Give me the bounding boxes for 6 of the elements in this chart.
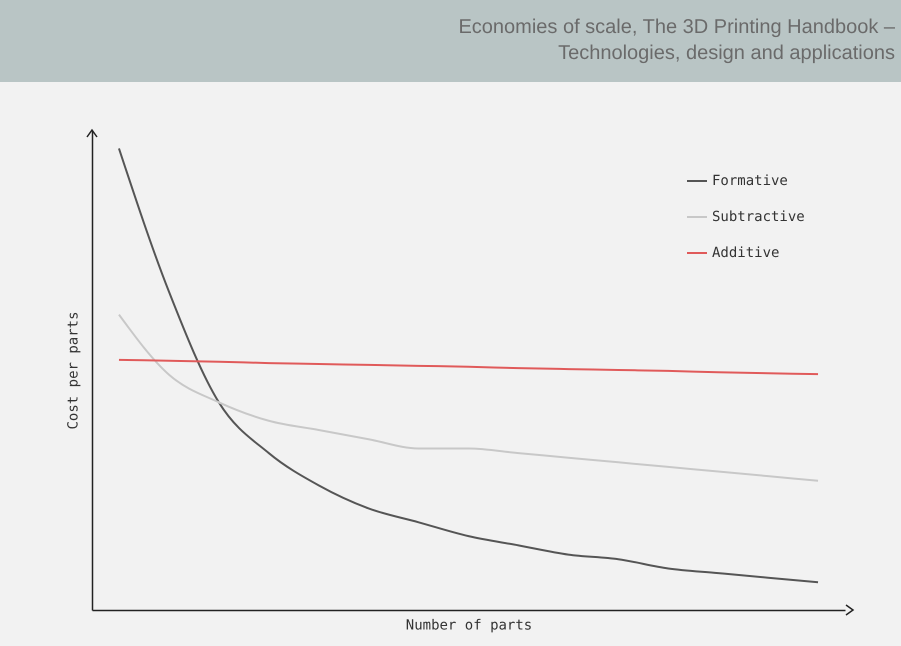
legend-label: Additive — [712, 245, 780, 261]
y-axis-title: Cost per parts — [66, 311, 82, 430]
x-axis-title: Number of parts — [406, 618, 532, 634]
chart-title: Economies of scale, The 3D Printing Handbook – Technologies, design and applications — [457, 15, 895, 66]
legend-label: Subtractive — [712, 209, 805, 225]
legend-label: Formative — [712, 173, 788, 189]
